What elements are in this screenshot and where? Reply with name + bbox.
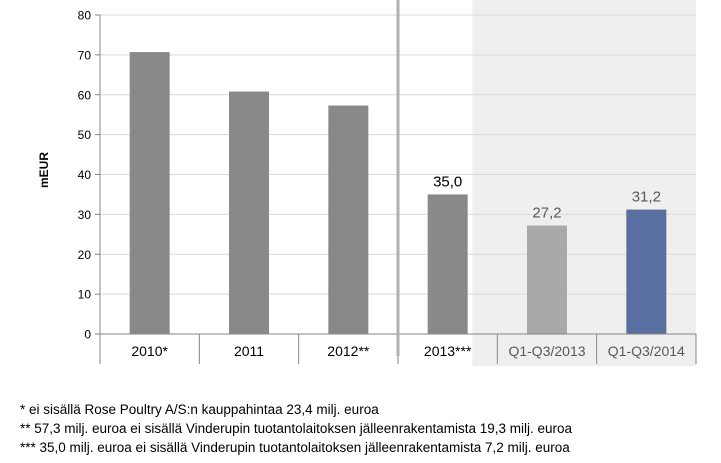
y-axis-title: mEUR xyxy=(37,152,51,188)
bar-chart: 35,0 27,2 31,2 0 10 20 30 40 50 60 70 80 2010* 2011… xyxy=(37,0,697,366)
data-label: 35,0 xyxy=(433,173,462,190)
bar xyxy=(229,91,269,334)
y-tick-label: 60 xyxy=(78,88,92,102)
y-tick-label: 70 xyxy=(78,48,92,62)
chart-area: 35,0 27,2 31,2 0 10 20 30 40 50 60 70 80 2010* 2011… xyxy=(37,0,697,366)
x-tick-label: 2012** xyxy=(327,343,370,359)
y-tick-label: 30 xyxy=(78,208,92,222)
y-tick-label: 20 xyxy=(78,248,92,262)
y-tick-label: 50 xyxy=(78,128,92,142)
bar xyxy=(328,105,369,334)
footnote-3: *** 35,0 milj. euroa ei sisällä Vinderup… xyxy=(20,440,570,455)
x-tick-label: 2011 xyxy=(234,343,264,359)
bar xyxy=(129,52,170,335)
y-tick-label: 40 xyxy=(78,168,92,182)
data-label: 31,2 xyxy=(632,189,661,206)
x-tick-label: Q1-Q3/2014 xyxy=(608,343,685,359)
footnote-1: * ei sisällä Rose Poultry A/S:n kauppahi… xyxy=(20,402,379,417)
y-tick-label: 0 xyxy=(84,328,91,342)
bar xyxy=(626,209,667,334)
x-tick-label: Q1-Q3/2013 xyxy=(508,343,585,359)
y-axis: 0 10 20 30 40 50 60 70 80 xyxy=(78,9,101,342)
y-tick-label: 80 xyxy=(78,9,92,23)
bar xyxy=(427,194,468,334)
x-tick-label: 2010* xyxy=(131,343,168,359)
footnotes: * ei sisällä Rose Poultry A/S:n kauppahi… xyxy=(20,400,710,457)
bars xyxy=(129,52,667,335)
bar xyxy=(527,225,567,334)
y-tick-label: 10 xyxy=(78,288,92,302)
data-labels: 35,0 27,2 31,2 xyxy=(433,173,661,221)
x-tick-label: 2013*** xyxy=(424,343,472,359)
data-label: 27,2 xyxy=(532,205,561,222)
footnote-2: ** 57,3 milj. euroa ei sisällä Vinderupi… xyxy=(20,421,573,436)
